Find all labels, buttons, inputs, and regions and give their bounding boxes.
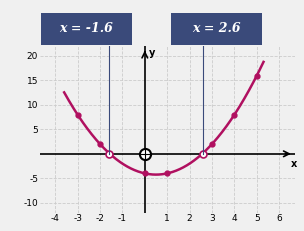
Text: x = 2.6: x = 2.6 (192, 22, 241, 35)
Text: x: x (291, 159, 297, 169)
Text: x = -1.6: x = -1.6 (59, 22, 113, 35)
Text: y: y (149, 48, 156, 58)
